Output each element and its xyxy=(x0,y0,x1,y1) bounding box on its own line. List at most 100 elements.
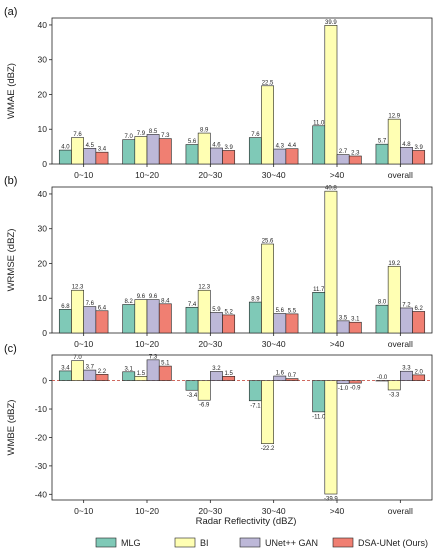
data-label: 8.4 xyxy=(161,298,170,304)
data-label: 8.9 xyxy=(200,128,209,134)
x-tick-label: 10~20 xyxy=(135,170,159,180)
data-label: 5.5 xyxy=(288,308,297,314)
y-tick-label: 10 xyxy=(38,124,48,134)
x-tick-label: overall xyxy=(388,339,413,349)
data-label: 3.3 xyxy=(402,366,411,372)
y-tick-label: 0 xyxy=(42,376,47,386)
bar-bi xyxy=(134,376,148,381)
bar-dsa-unet-ours xyxy=(222,314,236,334)
bar-mlg xyxy=(312,292,326,334)
data-label: 8.5 xyxy=(149,129,158,135)
data-label: 7.4 xyxy=(188,302,197,308)
bar-dsa-unet-ours xyxy=(412,150,426,165)
data-label: 7.2 xyxy=(402,302,411,308)
data-label: 2.7 xyxy=(339,149,348,155)
x-tick-label: 10~20 xyxy=(135,506,159,516)
x-tick-label: 30~40 xyxy=(262,170,286,180)
bar-bi xyxy=(71,289,84,334)
bar-mlg xyxy=(58,370,72,381)
x-tick-label: >40 xyxy=(330,170,345,180)
data-label: 8.9 xyxy=(251,297,260,303)
bar-mlg xyxy=(248,301,262,334)
data-label: 7.3 xyxy=(161,133,170,139)
data-label: 9.6 xyxy=(137,294,146,300)
y-tick-label: -20 xyxy=(35,432,48,442)
y-tick-label: 40 xyxy=(38,20,48,30)
panel-label: (b) xyxy=(4,175,17,187)
bar-mlg xyxy=(122,371,136,381)
data-label: 7.3 xyxy=(149,354,158,360)
bar-unet-gan xyxy=(400,370,413,381)
data-label: 5.9 xyxy=(212,307,221,313)
bar-unet-gan xyxy=(146,359,160,381)
legend-label: BI xyxy=(200,538,209,548)
plot-frame xyxy=(51,186,433,334)
bar-bi xyxy=(197,289,211,334)
data-label: 4.6 xyxy=(212,143,221,149)
bar-unet-gan xyxy=(83,369,97,381)
plot-frame xyxy=(51,354,433,501)
bar-bi xyxy=(197,380,211,401)
bar-mlg xyxy=(185,306,199,334)
legend-item: DSA-UNet (Ours) xyxy=(332,537,428,548)
y-axis-label: WRMSE (dBZ) xyxy=(6,229,17,292)
bar-dsa-unet-ours xyxy=(285,378,299,381)
x-tick-label: 30~40 xyxy=(262,506,286,516)
bar-mlg xyxy=(185,380,199,391)
bar-dsa-unet-ours xyxy=(158,365,172,381)
bar-dsa-unet-ours xyxy=(158,138,172,165)
y-tick-label: -10 xyxy=(35,404,48,414)
data-label: 39.9 xyxy=(325,20,337,26)
bar-mlg xyxy=(375,143,389,165)
bar-mlg xyxy=(375,304,389,334)
bar-mlg xyxy=(58,149,72,165)
data-label: -0.9 xyxy=(350,386,361,392)
data-label: 11.7 xyxy=(313,287,325,293)
bar-mlg xyxy=(248,137,262,165)
legend-swatch xyxy=(332,537,354,548)
data-label: 4.4 xyxy=(288,143,297,149)
bar-dsa-unet-ours xyxy=(158,303,172,334)
legend-swatch xyxy=(95,537,117,548)
bar-dsa-unet-ours xyxy=(412,311,426,334)
data-label: 3.9 xyxy=(414,145,423,151)
bar-bi xyxy=(324,190,338,334)
data-label: 4.3 xyxy=(276,144,285,150)
x-tick-label: 0~10 xyxy=(74,170,93,180)
data-label: 3.9 xyxy=(224,145,233,151)
legend-label: MLG xyxy=(121,538,141,548)
data-label: 3.1 xyxy=(125,366,134,372)
data-label: 3.1 xyxy=(351,317,360,323)
data-label: 22.5 xyxy=(262,80,274,86)
data-label: -0.0 xyxy=(377,375,388,381)
bar-dsa-unet-ours xyxy=(222,150,236,165)
bar-mlg xyxy=(312,380,326,413)
data-label: 5.7 xyxy=(378,139,387,145)
data-label: 7.0 xyxy=(73,355,82,361)
bar-bi xyxy=(197,132,211,165)
data-label: 6.4 xyxy=(98,305,107,311)
data-label: 6.2 xyxy=(414,306,423,312)
y-tick-label: 20 xyxy=(38,89,48,99)
bar-unet-gan xyxy=(273,375,287,381)
data-label: 6.8 xyxy=(61,304,70,310)
data-label: 1.5 xyxy=(137,371,146,377)
data-label: -3.4 xyxy=(187,393,198,399)
bar-bi xyxy=(71,360,84,381)
data-label: -7.1 xyxy=(250,403,261,409)
bar-mlg xyxy=(122,304,136,334)
data-label: 2.3 xyxy=(351,151,360,157)
data-label: -1.0 xyxy=(338,386,349,392)
y-tick-label: 20 xyxy=(38,258,48,268)
legend-swatch xyxy=(174,537,196,548)
data-label: 25.6 xyxy=(262,239,274,245)
bar-mlg xyxy=(122,139,136,165)
x-tick-label: >40 xyxy=(330,506,345,516)
bar-dsa-unet-ours xyxy=(348,321,362,334)
data-label: 19.2 xyxy=(388,261,400,267)
bar-unet-gan xyxy=(336,154,350,165)
data-label: -6.9 xyxy=(199,403,210,409)
bar-unet-gan xyxy=(273,313,287,334)
legend-label: DSA-UNet (Ours) xyxy=(358,538,428,548)
bar-bi xyxy=(387,380,401,391)
